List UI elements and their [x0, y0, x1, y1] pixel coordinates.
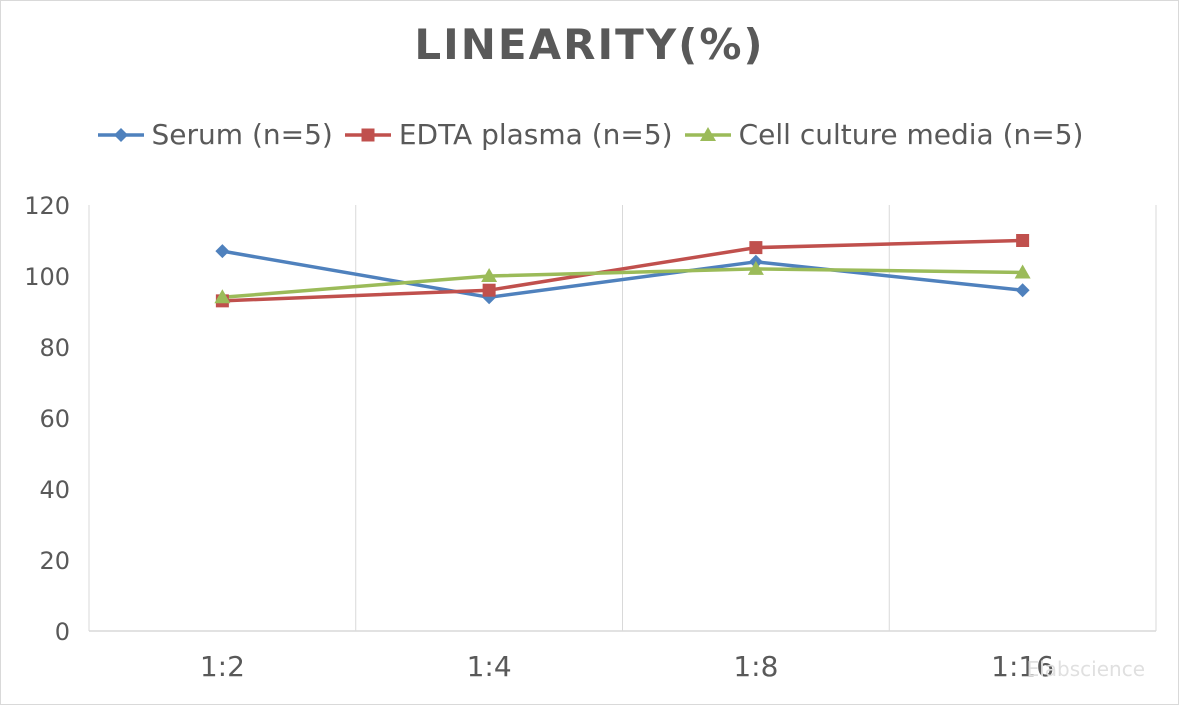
legend: Serum (n=5) EDTA plasma (n=5) Cell culture… — [0, 118, 1179, 151]
series-line-2 — [222, 238, 1023, 303]
y-tick-label: 60 — [39, 405, 70, 433]
y-tick-label: 40 — [39, 476, 70, 504]
y-tick-label: 100 — [24, 263, 70, 291]
legend-item-2: EDTA plasma (n=5) — [343, 118, 673, 151]
series-line-1 — [222, 249, 1023, 300]
watermark-text: Elabscience — [1027, 657, 1145, 681]
legend-label: Serum (n=5) — [151, 118, 333, 151]
data-point-triangle — [699, 126, 716, 141]
y-tick-label: 80 — [39, 334, 70, 362]
y-tick-label: 0 — [55, 618, 70, 646]
y-tick-label: 120 — [24, 192, 70, 220]
data-point-square — [361, 128, 375, 141]
legend-item-3: Cell culture media (n=5) — [683, 118, 1084, 151]
legend-swatch-square-icon — [344, 128, 391, 141]
legend-swatch-diamond-icon — [97, 127, 144, 142]
data-point-triangle — [747, 260, 764, 275]
legend-item-1: Serum (n=5) — [96, 118, 333, 151]
series-line-3 — [222, 267, 1023, 300]
legend-label: Cell culture media (n=5) — [738, 118, 1084, 151]
data-point-square — [482, 283, 496, 297]
legend-label: EDTA plasma (n=5) — [398, 118, 673, 151]
data-point-diamond — [1015, 283, 1030, 298]
data-point-triangle — [481, 268, 498, 282]
data-point-square — [1016, 234, 1030, 247]
data-point-triangle — [214, 289, 231, 304]
data-point-diamond — [113, 127, 128, 142]
x-tick-label: 1:2 — [200, 650, 245, 683]
data-point-triangle — [1014, 264, 1031, 279]
x-tick-label: 1:8 — [733, 650, 778, 683]
x-tick-label: 1:4 — [467, 650, 512, 683]
legend-swatch-triangle-icon — [684, 126, 731, 141]
x-tick-label: 1:16 — [991, 650, 1054, 683]
y-tick-label: 20 — [39, 547, 70, 575]
chart-title: LINEARITY(%) — [414, 20, 765, 69]
data-point-diamond — [215, 244, 230, 259]
data-point-square — [749, 241, 763, 255]
